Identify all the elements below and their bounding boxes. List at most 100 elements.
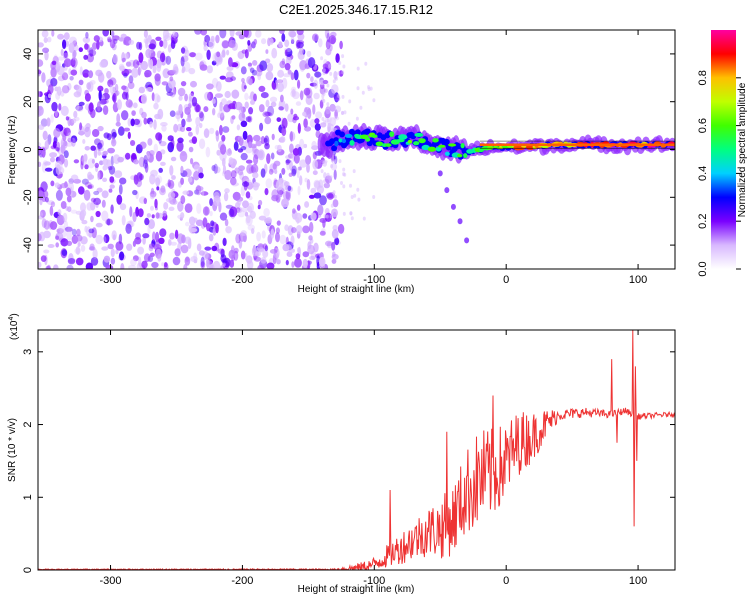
noise-speckle xyxy=(326,172,330,177)
noise-speckle xyxy=(223,192,229,202)
noise-speckle xyxy=(154,73,161,82)
noise-speckle xyxy=(222,157,226,167)
noise-speckle xyxy=(209,127,215,135)
noise-speckle xyxy=(191,136,198,145)
noise-speckle xyxy=(177,87,186,97)
noise-speckle xyxy=(359,105,363,110)
noise-speckle xyxy=(78,186,85,195)
noise-speckle xyxy=(319,230,326,236)
noise-speckle xyxy=(256,231,261,242)
signal-core xyxy=(460,143,465,149)
noise-speckle xyxy=(152,65,157,74)
noise-speckle xyxy=(291,165,297,175)
noise-speckle xyxy=(260,168,266,178)
noise-speckle xyxy=(243,30,249,38)
noise-speckle xyxy=(86,53,94,63)
noise-speckle xyxy=(312,159,319,170)
noise-speckle xyxy=(63,52,69,59)
noise-speckle xyxy=(253,181,257,187)
noise-speckle xyxy=(284,49,288,57)
noise-speckle xyxy=(55,147,60,152)
noise-speckle xyxy=(193,164,200,172)
noise-speckle xyxy=(92,248,98,260)
noise-speckle xyxy=(170,138,175,149)
noise-speckle xyxy=(312,104,316,115)
signal-band xyxy=(331,145,338,152)
noise-speckle xyxy=(202,206,210,216)
noise-speckle xyxy=(237,135,243,141)
noise-speckle xyxy=(128,75,134,84)
noise-speckle xyxy=(139,173,144,181)
noise-speckle xyxy=(198,250,205,256)
noise-speckle xyxy=(221,134,226,142)
noise-speckle xyxy=(224,218,229,227)
noise-speckle xyxy=(323,182,330,189)
noise-speckle xyxy=(342,167,346,172)
colorbar: 0.0 0.2 0.4 0.6 0.8 Normalized spectral ampl… xyxy=(697,30,748,277)
noise-speckle xyxy=(97,171,101,181)
noise-speckle xyxy=(198,111,204,119)
noise-speckle xyxy=(220,112,225,121)
noise-speckle xyxy=(264,58,271,64)
noise-speckle xyxy=(224,188,230,194)
noise-speckle xyxy=(149,58,154,70)
noise-speckle xyxy=(372,98,376,103)
noise-speckle xyxy=(165,55,172,65)
noise-speckle xyxy=(330,203,334,208)
noise-speckle xyxy=(235,233,241,244)
noise-speckle xyxy=(247,224,255,231)
noise-speckle xyxy=(216,55,223,63)
noise-speckle xyxy=(156,186,160,191)
noise-speckle xyxy=(121,110,129,121)
noise-speckle xyxy=(242,200,249,208)
noise-speckle xyxy=(97,149,101,156)
noise-speckle xyxy=(127,131,131,139)
noise-speckle xyxy=(69,76,74,81)
noise-speckle xyxy=(189,228,198,233)
y-tick-label: 20 xyxy=(22,96,34,108)
noise-speckle xyxy=(38,105,44,116)
noise-speckle xyxy=(50,180,55,187)
noise-speckle xyxy=(38,42,44,48)
noise-speckle xyxy=(177,201,184,212)
noise-speckle xyxy=(270,152,275,160)
noise-speckle xyxy=(317,204,324,216)
noise-speckle xyxy=(202,217,208,228)
noise-speckle xyxy=(90,145,96,151)
noise-speckle xyxy=(80,209,87,217)
noise-speckle xyxy=(116,113,121,124)
noise-speckle xyxy=(238,165,246,171)
noise-speckle xyxy=(89,80,96,85)
noise-speckle xyxy=(40,209,46,218)
noise-speckle xyxy=(103,255,111,263)
noise-speckle xyxy=(108,188,113,193)
noise-speckle xyxy=(82,154,88,166)
noise-speckle xyxy=(261,38,267,45)
noise-speckle xyxy=(285,159,291,164)
noise-speckle xyxy=(46,36,52,43)
noise-speckle xyxy=(138,256,142,267)
noise-speckle xyxy=(60,48,64,57)
noise-speckle xyxy=(198,122,203,129)
noise-speckle xyxy=(249,210,256,219)
noise-speckle xyxy=(145,48,152,59)
noise-speckle xyxy=(213,163,218,174)
signal-core xyxy=(365,137,371,142)
noise-speckle xyxy=(157,108,164,120)
noise-speckle xyxy=(73,159,80,164)
noise-speckle xyxy=(342,64,346,69)
noise-speckle xyxy=(284,103,289,112)
noise-speckle xyxy=(310,212,317,221)
noise-speckle xyxy=(295,253,301,260)
x-tick-label: -100 xyxy=(363,575,385,587)
noise-speckle xyxy=(119,251,125,261)
noise-speckle xyxy=(310,250,317,260)
noise-speckle xyxy=(70,174,79,182)
noise-speckle xyxy=(144,69,152,78)
spectrogram-y-ticks: -40 -20 0 20 40 xyxy=(22,48,675,253)
noise-speckle xyxy=(181,68,185,74)
noise-speckle xyxy=(38,142,42,147)
noise-speckle xyxy=(285,244,292,252)
noise-speckle xyxy=(163,202,169,210)
